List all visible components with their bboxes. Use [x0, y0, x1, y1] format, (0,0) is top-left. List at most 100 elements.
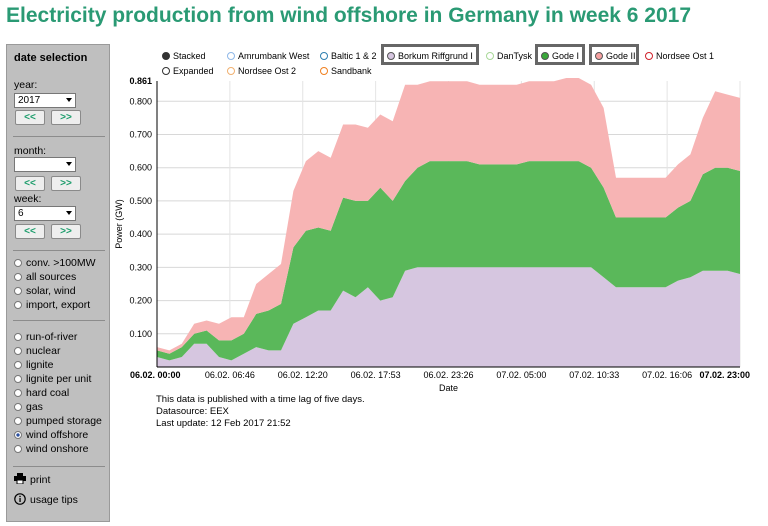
- time-lag-note: This data is published with a time lag o…: [156, 394, 365, 405]
- source-option-wind-offshore[interactable]: wind offshore: [14, 429, 88, 441]
- print-label: print: [30, 474, 51, 486]
- source-option-solar-wind[interactable]: solar, wind: [14, 285, 76, 297]
- month-select[interactable]: [14, 157, 76, 172]
- year-label: year:: [14, 79, 38, 91]
- chevron-down-icon: [66, 98, 72, 102]
- source-option-label: import, export: [26, 299, 91, 311]
- source-option-label: wind onshore: [26, 443, 89, 455]
- source-option-label: all sources: [26, 271, 77, 283]
- area-series-gode-i: [157, 161, 740, 361]
- x-tick-label: 06.02. 00:00: [130, 370, 181, 380]
- source-option-import-export[interactable]: import, export: [14, 299, 90, 311]
- source-option-label: hard coal: [26, 387, 70, 399]
- info-icon: [14, 493, 26, 505]
- legend-marker-icon: [486, 52, 494, 60]
- year-next-button[interactable]: >>: [51, 110, 81, 125]
- year-select-value: 2017: [18, 95, 41, 106]
- radio-icon: [14, 375, 22, 383]
- legend-marker-icon: [645, 52, 653, 60]
- legend-label: Baltic 1 & 2: [331, 51, 377, 61]
- x-axis-label: Date: [439, 383, 458, 393]
- source-option-label: solar, wind: [26, 285, 76, 297]
- chevron-down-icon: [66, 211, 72, 215]
- source-option-label: run-of-river: [26, 331, 78, 343]
- source-option-hard-coal[interactable]: hard coal: [14, 387, 69, 399]
- legend-expanded-option[interactable]: Expanded: [162, 66, 214, 76]
- week-prev-button[interactable]: <<: [15, 224, 45, 239]
- chevron-down-icon: [66, 162, 72, 166]
- radio-icon: [14, 273, 22, 281]
- legend-label: Nordsee Ost 2: [238, 66, 297, 76]
- source-option-wind-onshore[interactable]: wind onshore: [14, 443, 88, 455]
- source-option-nuclear[interactable]: nuclear: [14, 345, 60, 357]
- legend-item-gode-2[interactable]: Gode II: [595, 51, 636, 61]
- datasource-note: Datasource: EEX: [156, 406, 229, 417]
- print-button[interactable]: print: [14, 473, 50, 486]
- y-max-label: 0.861: [129, 76, 152, 86]
- divider: [13, 320, 105, 321]
- month-next-button[interactable]: >>: [51, 176, 81, 191]
- radio-selected-icon: [162, 52, 170, 60]
- x-tick-label: 06.02. 17:53: [351, 370, 401, 380]
- y-tick-label: 0.700: [129, 129, 152, 139]
- date-selection-panel: date selection year: 2017 << >> month: <…: [6, 44, 110, 522]
- y-tick-label: 0.300: [129, 262, 152, 272]
- legend-stacked-option[interactable]: Stacked: [162, 51, 206, 61]
- y-tick-label: 0.100: [129, 329, 152, 339]
- legend-item-sandbank[interactable]: Sandbank: [320, 66, 372, 76]
- radio-icon: [14, 403, 22, 411]
- legend-highlight-box: [589, 44, 639, 65]
- radio-icon: [162, 67, 170, 75]
- source-option-label: pumped storage: [26, 415, 102, 427]
- legend-item-amrumbank-west[interactable]: Amrumbank West: [227, 51, 309, 61]
- source-option-lignite[interactable]: lignite: [14, 359, 53, 371]
- x-tick-label: 07.02. 23:00: [699, 370, 750, 380]
- source-option-run-of-river[interactable]: run-of-river: [14, 331, 77, 343]
- y-tick-label: 0.600: [129, 163, 152, 173]
- x-tick-label: 06.02. 23:26: [423, 370, 473, 380]
- radio-icon: [14, 301, 22, 309]
- source-option-label: nuclear: [26, 345, 61, 357]
- legend-label: Amrumbank West: [238, 51, 310, 61]
- legend-item-dantysk[interactable]: DanTysk: [486, 51, 532, 61]
- source-option-label: conv. >100MW: [26, 257, 96, 269]
- radio-icon: [14, 347, 22, 355]
- legend-item-baltic[interactable]: Baltic 1 & 2: [320, 51, 377, 61]
- week-next-button[interactable]: >>: [51, 224, 81, 239]
- radio-icon: [14, 259, 22, 267]
- y-tick-label: 0.500: [129, 196, 152, 206]
- source-option-label: gas: [26, 401, 43, 413]
- source-option-label: wind offshore: [26, 429, 89, 441]
- source-option-label: lignite: [26, 359, 54, 371]
- legend-label: Borkum Riffgrund I: [398, 51, 473, 61]
- source-option-gas[interactable]: gas: [14, 401, 43, 413]
- radio-icon: [14, 287, 22, 295]
- source-option-pumped-storage[interactable]: pumped storage: [14, 415, 102, 427]
- year-select[interactable]: 2017: [14, 93, 76, 108]
- legend-marker-icon: [227, 67, 235, 75]
- usage-tips-label: usage tips: [30, 494, 78, 506]
- x-tick-label: 07.02. 16:06: [642, 370, 692, 380]
- y-tick-label: 0.400: [129, 229, 152, 239]
- legend-marker-icon: [320, 52, 328, 60]
- printer-icon: [14, 473, 26, 485]
- divider: [13, 136, 105, 137]
- legend-item-borkum-riffgrund[interactable]: Borkum Riffgrund I: [387, 51, 473, 61]
- source-option-label: lignite per unit: [26, 373, 92, 385]
- page-title: Electricity production from wind offshor…: [6, 4, 692, 27]
- legend-label: DanTysk: [497, 51, 533, 61]
- source-option-conv[interactable]: conv. >100MW: [14, 257, 96, 269]
- source-option-lignite-per-unit[interactable]: lignite per unit: [14, 373, 91, 385]
- week-select[interactable]: 6: [14, 206, 76, 221]
- year-prev-button[interactable]: <<: [15, 110, 45, 125]
- radio-icon: [14, 417, 22, 425]
- x-tick-label: 07.02. 05:00: [496, 370, 546, 380]
- legend-item-nordsee-ost-1[interactable]: Nordsee Ost 1: [645, 51, 714, 61]
- legend-item-nordsee-ost-2[interactable]: Nordsee Ost 2: [227, 66, 296, 76]
- usage-tips-button[interactable]: usage tips: [14, 493, 78, 506]
- source-option-all[interactable]: all sources: [14, 271, 76, 283]
- week-label: week:: [14, 193, 42, 205]
- legend-item-gode-1[interactable]: Gode I: [541, 51, 579, 61]
- legend-label: Expanded: [173, 66, 214, 76]
- month-prev-button[interactable]: <<: [15, 176, 45, 191]
